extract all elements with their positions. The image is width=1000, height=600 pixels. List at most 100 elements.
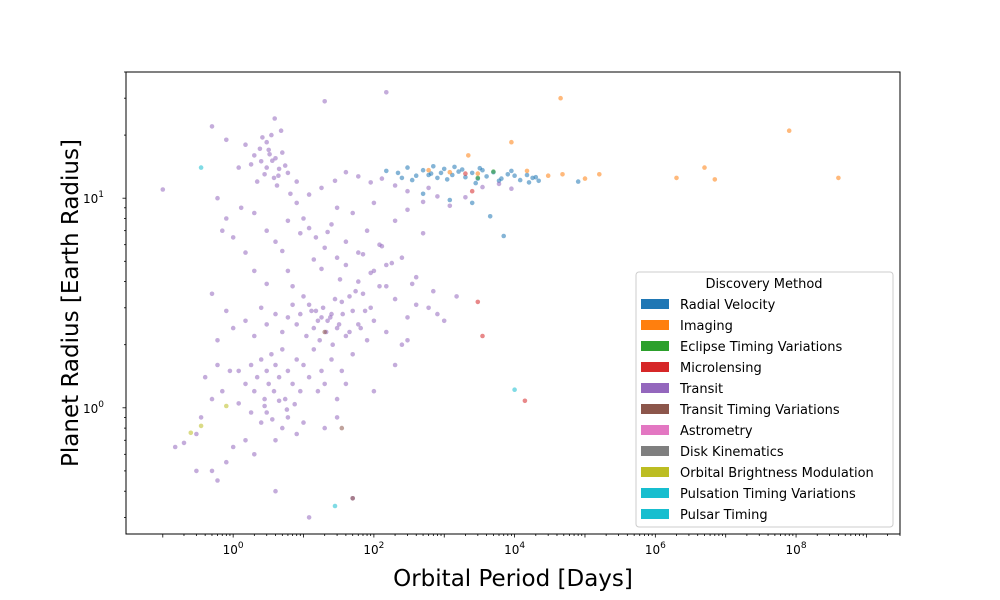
data-point [480, 184, 485, 190]
data-point [322, 245, 328, 251]
legend-label: Transit [679, 382, 723, 397]
data-point [243, 438, 248, 443]
legend-label: Pulsar Timing [680, 508, 768, 523]
data-point [389, 260, 395, 266]
data-point [347, 294, 352, 299]
legend-entries: Radial Velocity Imaging Eclipse Timing Var… [641, 298, 874, 523]
data-point [224, 308, 229, 314]
data-point [332, 503, 338, 509]
data-point [384, 329, 389, 335]
data-point [426, 305, 431, 311]
data-point [276, 173, 281, 178]
data-point [290, 284, 295, 289]
data-point [319, 185, 324, 191]
data-point [786, 128, 792, 133]
data-point [413, 302, 419, 308]
data-point [311, 257, 317, 262]
data-point [360, 252, 366, 257]
data-point [306, 515, 312, 520]
data-point [597, 172, 602, 177]
legend-swatch [641, 446, 669, 456]
data-point [334, 415, 340, 420]
data-point [350, 210, 356, 216]
data-point [248, 410, 254, 415]
data-point [276, 398, 282, 404]
data-point [454, 294, 459, 299]
data-point [280, 425, 285, 431]
data-point [271, 175, 277, 181]
data-point [311, 347, 317, 352]
data-point [304, 333, 309, 339]
data-point [224, 137, 229, 143]
data-point [313, 308, 319, 314]
data-point [469, 200, 475, 206]
data-point [431, 288, 436, 294]
data-point [441, 166, 447, 172]
plot-frame [125, 71, 901, 535]
data-point [463, 171, 468, 176]
data-point [243, 381, 248, 387]
data-point [350, 352, 356, 357]
legend-label: Imaging [680, 319, 733, 334]
data-point [294, 431, 300, 437]
data-point [420, 191, 426, 197]
data-point [270, 417, 275, 422]
data-point [395, 170, 401, 176]
x-tick-label: 108 [786, 541, 807, 557]
data-point [276, 374, 282, 380]
data-point [322, 99, 328, 104]
legend-label: Disk Kinematics [680, 445, 784, 460]
data-point [264, 139, 270, 145]
data-point [330, 342, 336, 348]
data-point [306, 374, 312, 380]
data-point [399, 175, 405, 181]
data-point [273, 311, 278, 317]
legend-swatch [641, 404, 669, 414]
data-point [368, 270, 374, 276]
data-point [322, 425, 328, 431]
data-point [533, 174, 539, 180]
data-point [334, 255, 340, 260]
data-points [160, 90, 841, 520]
data-point [322, 381, 328, 387]
data-point [350, 308, 356, 314]
data-point [512, 173, 517, 178]
data-point [475, 175, 481, 181]
data-point [420, 231, 426, 236]
data-point [334, 325, 340, 331]
data-point [459, 167, 465, 172]
data-point [282, 163, 288, 168]
y-tick-label: 101 [83, 190, 104, 206]
legend-swatch [641, 509, 669, 519]
data-point [252, 210, 257, 216]
data-point [413, 274, 419, 280]
data-point [328, 315, 333, 320]
data-point [435, 311, 440, 317]
data-point [480, 333, 485, 339]
legend-label: Transit Timing Variations [679, 403, 840, 418]
data-point [560, 172, 565, 177]
legend-swatch [641, 299, 669, 309]
data-point [491, 169, 496, 174]
legend-swatch [641, 488, 669, 498]
data-point [282, 396, 288, 402]
data-point [487, 214, 493, 219]
legend-box [635, 271, 894, 528]
data-point [368, 305, 374, 311]
data-point [575, 179, 581, 184]
data-point [198, 415, 204, 420]
data-point [392, 296, 398, 302]
data-point [285, 315, 291, 320]
data-point [379, 243, 385, 249]
y-axis-title: Planet Radius [Earth Radius] [58, 139, 84, 467]
data-point [252, 388, 257, 394]
data-point [273, 438, 278, 443]
data-point [356, 174, 361, 179]
data-point [306, 192, 312, 197]
data-point [339, 425, 345, 431]
y-axis-ticks: 100 101 [83, 71, 126, 518]
data-point [836, 175, 841, 181]
data-point [194, 468, 199, 474]
data-point [258, 357, 264, 362]
data-point [230, 444, 236, 450]
